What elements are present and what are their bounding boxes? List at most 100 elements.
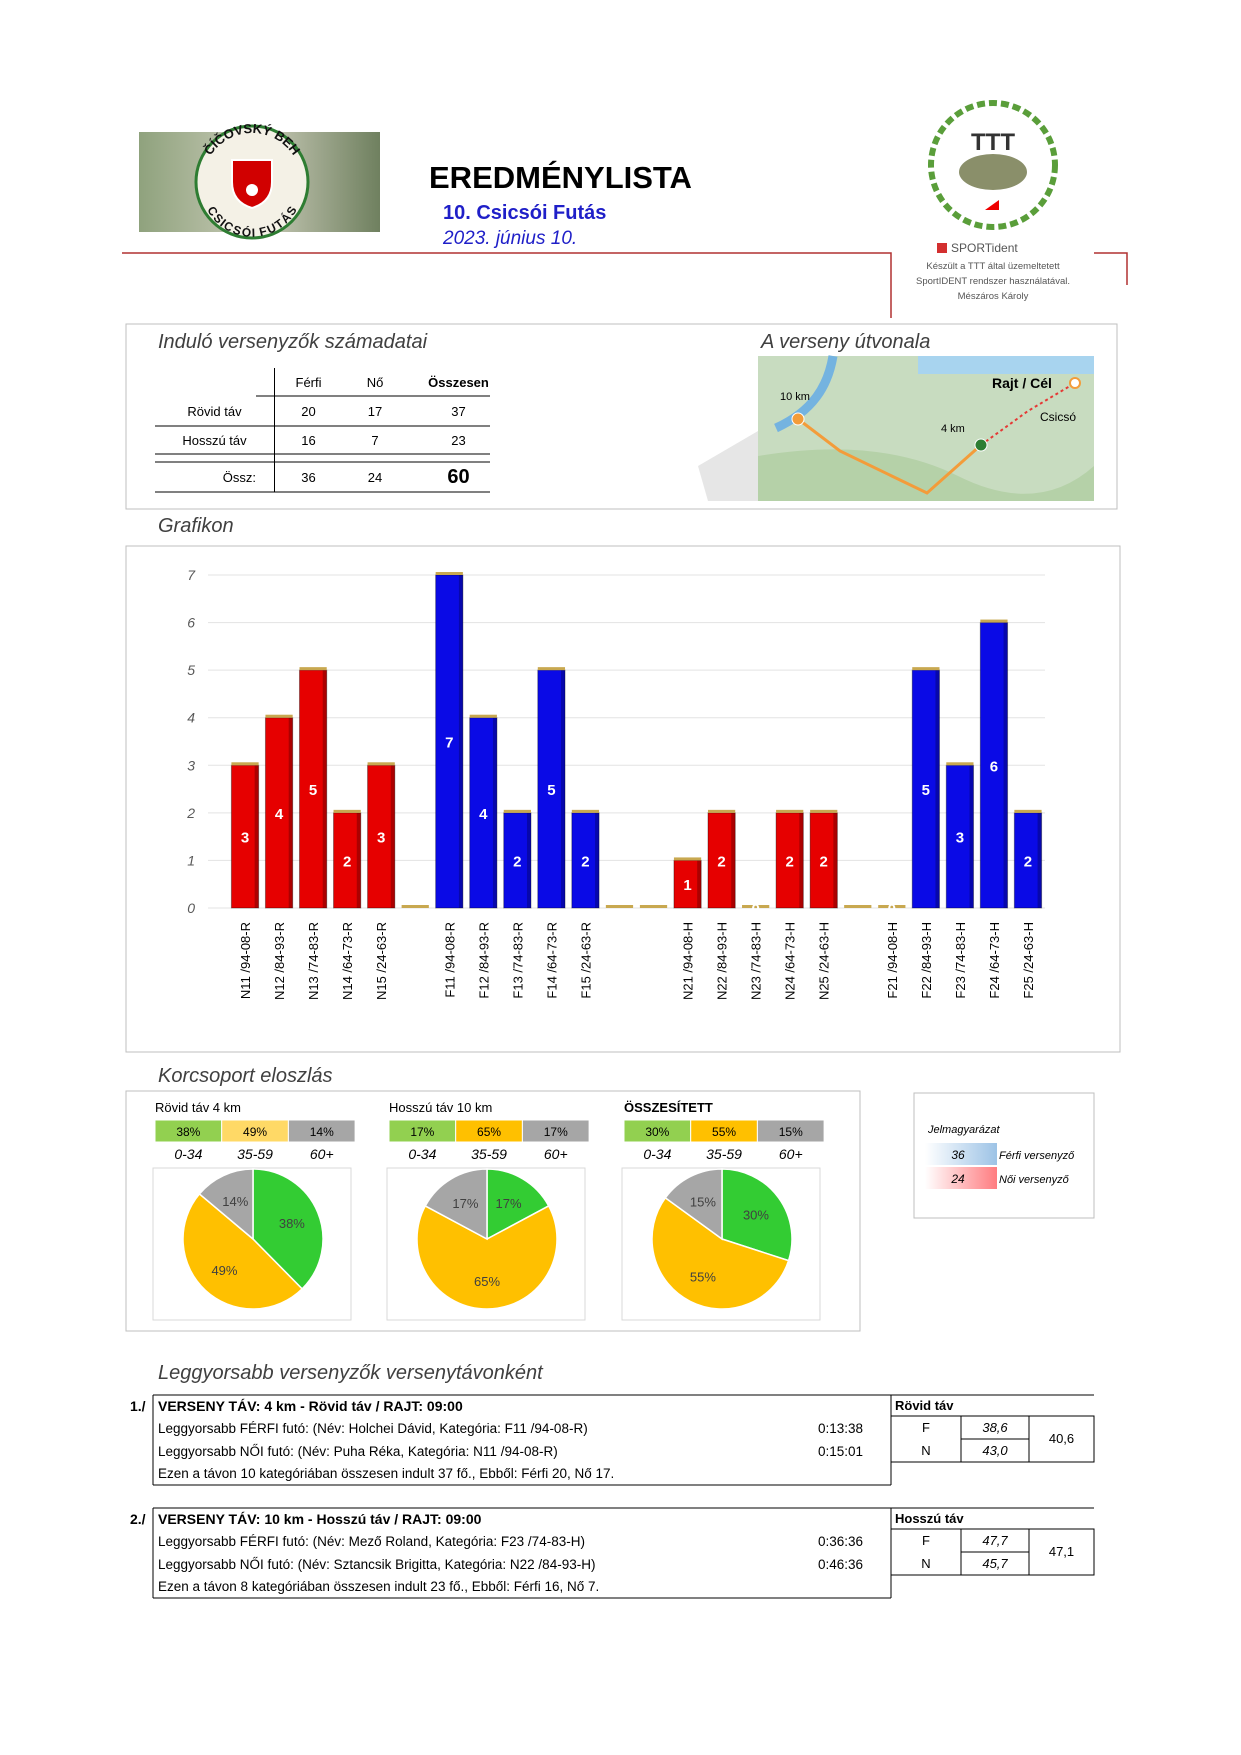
x-tick-label: N25 /24-63-H [817, 922, 832, 1000]
pie-label: 65% [474, 1274, 500, 1289]
sportident-text: SPORTident [951, 241, 1018, 255]
age-group-label: 35-59 [237, 1146, 273, 1162]
side-value: 45,7 [982, 1556, 1008, 1571]
bar-side [390, 765, 395, 908]
credit: SportIDENT rendszer használatával. [915, 276, 1070, 287]
pie-label: 30% [743, 1207, 769, 1222]
age-header-value: 17% [410, 1125, 434, 1139]
table-cell: 23 [451, 432, 466, 448]
x-tick-label: F12 /84-93-R [476, 922, 491, 999]
bar [264, 717, 294, 909]
legend-swatch [925, 1167, 997, 1189]
bar-side [697, 860, 702, 908]
bar-cap [401, 905, 429, 908]
data-label: 6 [990, 758, 998, 775]
runner: Leggyorsabb FÉRFI futó: (Név: Holchei Dá… [158, 1421, 588, 1436]
sportident-icon [937, 243, 947, 253]
data-label: 3 [956, 830, 964, 847]
age-header-value: 55% [712, 1125, 736, 1139]
y-tick-label: 6 [187, 615, 195, 631]
age-header-value: 14% [310, 1125, 334, 1139]
pie-label: 55% [690, 1269, 716, 1284]
map: 10 km Rajt / Cél 4 km Csicsó [698, 355, 1094, 501]
page-title: EREDMÉNYLISTA [429, 160, 692, 195]
bar-side [254, 765, 259, 908]
data-label: 7 [445, 735, 453, 752]
y-tick-label: 2 [186, 805, 195, 821]
bar-cap [946, 762, 974, 766]
org-logo-turtle [959, 154, 1027, 190]
bar-cap [537, 667, 566, 671]
bar [1013, 812, 1043, 909]
y-tick-label: 0 [187, 900, 195, 916]
table-cell: 7 [371, 432, 379, 448]
bar-side [322, 670, 327, 908]
age-group-label: 60+ [310, 1146, 334, 1162]
bar-cap [776, 809, 804, 813]
age-header-value: 38% [176, 1125, 200, 1139]
bar [673, 859, 702, 909]
bar-side [1037, 812, 1042, 908]
data-label: 0 [888, 901, 896, 918]
bar-side [1003, 622, 1008, 908]
row-label: Hosszú táv [155, 426, 275, 454]
stats-table: Férfi Nő Összesen Rövid táv 20 17 37 Hosszú t… [155, 368, 509, 492]
bar [979, 622, 1009, 909]
side-title: Hosszú táv [895, 1511, 964, 1526]
pie-label: 17% [452, 1196, 478, 1211]
age-group-label: 0-34 [408, 1146, 436, 1162]
bar-cap [503, 809, 531, 813]
credit: Mészáros Károly [957, 291, 1029, 302]
bar-cap [367, 762, 395, 766]
x-tick-label: F21 /94-08-H [885, 922, 900, 999]
side-value: 43,0 [982, 1443, 1008, 1458]
pie-frame [152, 1167, 352, 1321]
map-field [758, 449, 1094, 501]
table-cell: 37 [451, 403, 466, 419]
x-tick-label: N13 /74-83-R [306, 922, 321, 1000]
row-label: Össz: [155, 462, 275, 492]
bar-cap [333, 809, 361, 813]
x-tick-label: N22 /84-93-H [715, 922, 730, 1000]
bar [367, 764, 396, 909]
pie-slice [252, 1168, 324, 1290]
chart-box [125, 545, 1121, 1053]
runner: Leggyorsabb FÉRFI futó: (Név: Mező Rolan… [158, 1534, 585, 1549]
age-header-cell [521, 1119, 590, 1143]
data-label: 5 [547, 782, 555, 799]
age-group-label: 0-34 [174, 1146, 202, 1162]
table-header: Összesen [428, 374, 489, 390]
map-marker [791, 412, 805, 426]
org-logo-text: TTT [971, 129, 1015, 156]
block-number: 2./ [130, 1511, 146, 1527]
side-value: 38,6 [982, 1420, 1008, 1435]
map-label: Csicsó [1040, 410, 1076, 424]
bar [707, 812, 736, 909]
age-header-value: 65% [477, 1125, 501, 1139]
age-group-label: 35-59 [471, 1146, 507, 1162]
bar-cap [673, 857, 702, 861]
event-name: 10. Csicsói Futás [443, 202, 607, 224]
runner: Leggyorsabb NŐI futó: (Név: Sztancsik Br… [158, 1557, 596, 1572]
map-shadow [698, 431, 758, 501]
x-tick-label: N23 /74-83-H [749, 922, 764, 1000]
pie-label: 49% [211, 1263, 237, 1278]
time: 0:13:38 [818, 1421, 864, 1436]
side-label: N [921, 1556, 931, 1571]
x-tick-label: N21 /94-08-H [681, 922, 696, 1000]
map-route-finish [980, 382, 1076, 446]
data-label: 5 [309, 782, 317, 799]
bar [503, 812, 532, 909]
legend-box [913, 1092, 1095, 1219]
bar [298, 669, 328, 909]
age-header-cell [756, 1119, 825, 1143]
age-header-value: 30% [645, 1125, 669, 1139]
map-lake [918, 356, 1094, 374]
side-total: 47,1 [1048, 1544, 1075, 1559]
section-title: A verseny útvonala [761, 331, 931, 353]
bar-cap [742, 905, 770, 908]
table-spacer [155, 454, 275, 462]
block-heading: VERSENY TÁV: 4 km - Rövid táv / RAJT: 09… [158, 1398, 463, 1414]
table-header: Férfi [295, 374, 322, 390]
block-number: 1./ [130, 1398, 146, 1414]
